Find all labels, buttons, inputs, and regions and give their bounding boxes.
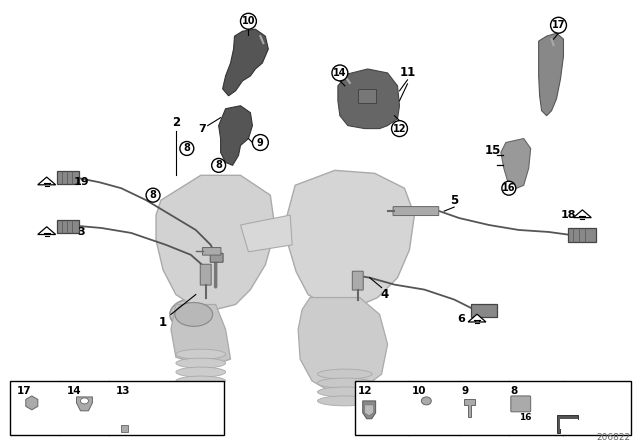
Text: 15: 15 bbox=[484, 144, 501, 157]
Polygon shape bbox=[219, 106, 252, 165]
Ellipse shape bbox=[81, 398, 88, 404]
Ellipse shape bbox=[176, 349, 225, 359]
Circle shape bbox=[146, 188, 160, 202]
Text: 12: 12 bbox=[358, 386, 372, 396]
Polygon shape bbox=[241, 215, 292, 252]
Text: 8: 8 bbox=[215, 160, 222, 170]
Text: 13: 13 bbox=[116, 386, 131, 396]
Ellipse shape bbox=[317, 378, 372, 388]
Polygon shape bbox=[365, 405, 374, 416]
Text: 7: 7 bbox=[198, 124, 205, 134]
Text: 11: 11 bbox=[399, 66, 415, 79]
Text: 17: 17 bbox=[17, 386, 31, 396]
Text: 19: 19 bbox=[74, 177, 90, 187]
Text: 18: 18 bbox=[561, 210, 576, 220]
Text: 14: 14 bbox=[67, 386, 81, 396]
Bar bbox=[10, 381, 223, 435]
Text: 8: 8 bbox=[184, 143, 190, 154]
Ellipse shape bbox=[175, 302, 212, 326]
FancyBboxPatch shape bbox=[210, 253, 223, 262]
Ellipse shape bbox=[176, 367, 225, 377]
Circle shape bbox=[550, 17, 566, 33]
Polygon shape bbox=[26, 396, 38, 410]
Text: 12: 12 bbox=[393, 124, 406, 134]
Polygon shape bbox=[557, 415, 579, 433]
Text: 4: 4 bbox=[380, 288, 388, 301]
Polygon shape bbox=[171, 305, 230, 364]
Text: 9: 9 bbox=[461, 386, 468, 396]
Circle shape bbox=[241, 13, 257, 29]
Ellipse shape bbox=[317, 369, 372, 379]
Text: 14: 14 bbox=[333, 68, 347, 78]
Polygon shape bbox=[287, 170, 415, 307]
Text: 1: 1 bbox=[159, 316, 167, 329]
Ellipse shape bbox=[421, 397, 431, 405]
Text: 206822: 206822 bbox=[596, 433, 630, 442]
Polygon shape bbox=[468, 314, 486, 322]
Polygon shape bbox=[338, 69, 399, 129]
Polygon shape bbox=[156, 175, 275, 310]
Circle shape bbox=[180, 142, 194, 155]
Polygon shape bbox=[573, 210, 591, 218]
Polygon shape bbox=[363, 401, 376, 419]
Circle shape bbox=[212, 159, 225, 172]
Text: 16: 16 bbox=[502, 183, 516, 193]
FancyBboxPatch shape bbox=[57, 220, 79, 233]
Polygon shape bbox=[38, 227, 56, 234]
FancyBboxPatch shape bbox=[511, 396, 531, 412]
Circle shape bbox=[332, 65, 348, 81]
Ellipse shape bbox=[170, 298, 218, 330]
FancyBboxPatch shape bbox=[200, 264, 211, 285]
Bar bbox=[561, 419, 579, 429]
Text: 10: 10 bbox=[242, 16, 255, 26]
Polygon shape bbox=[501, 138, 531, 188]
Ellipse shape bbox=[176, 358, 225, 368]
Text: 17: 17 bbox=[552, 20, 565, 30]
Bar bbox=[355, 381, 631, 435]
Text: 6: 6 bbox=[457, 314, 465, 324]
FancyBboxPatch shape bbox=[352, 271, 364, 290]
Text: 8: 8 bbox=[511, 386, 518, 396]
Polygon shape bbox=[539, 33, 563, 116]
FancyBboxPatch shape bbox=[471, 303, 497, 318]
Bar bbox=[358, 89, 376, 103]
Circle shape bbox=[392, 121, 408, 137]
Polygon shape bbox=[223, 29, 268, 96]
FancyBboxPatch shape bbox=[202, 248, 221, 255]
FancyBboxPatch shape bbox=[568, 228, 596, 242]
Polygon shape bbox=[298, 297, 388, 394]
Text: 5: 5 bbox=[450, 194, 458, 207]
Ellipse shape bbox=[317, 396, 372, 406]
Polygon shape bbox=[464, 399, 475, 417]
Circle shape bbox=[502, 181, 516, 195]
Text: 8: 8 bbox=[150, 190, 156, 200]
Bar bbox=[121, 425, 128, 432]
Text: 2: 2 bbox=[172, 116, 180, 129]
Text: 10: 10 bbox=[412, 386, 426, 396]
Polygon shape bbox=[77, 397, 92, 411]
Ellipse shape bbox=[176, 376, 225, 386]
Text: 3: 3 bbox=[77, 227, 85, 237]
FancyBboxPatch shape bbox=[57, 171, 79, 184]
Text: 9: 9 bbox=[257, 138, 264, 147]
Text: 16: 16 bbox=[519, 413, 531, 422]
Ellipse shape bbox=[317, 387, 372, 397]
FancyBboxPatch shape bbox=[393, 207, 439, 215]
Polygon shape bbox=[38, 177, 56, 185]
Circle shape bbox=[252, 134, 268, 151]
